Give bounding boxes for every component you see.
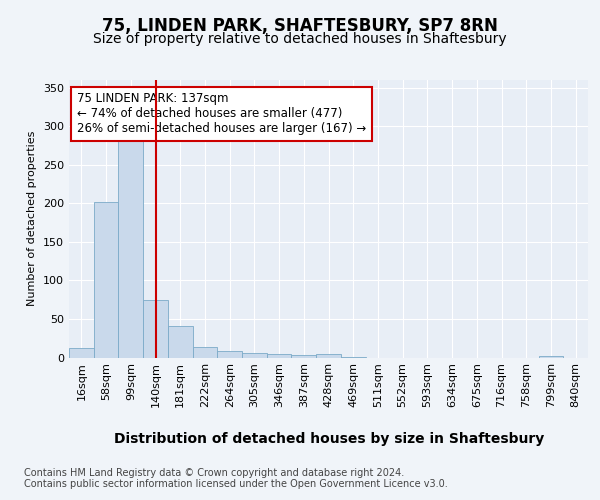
Text: Size of property relative to detached houses in Shaftesbury: Size of property relative to detached ho… [93,32,507,46]
Bar [539,356,563,358]
Text: 75, LINDEN PARK, SHAFTESBURY, SP7 8RN: 75, LINDEN PARK, SHAFTESBURY, SP7 8RN [102,18,498,36]
Bar [143,300,168,358]
Y-axis label: Number of detached properties: Number of detached properties [28,131,37,306]
Bar [94,202,118,358]
Bar [267,354,292,358]
Bar [69,348,94,358]
Bar [242,353,267,358]
Bar [168,326,193,358]
Text: Distribution of detached houses by size in Shaftesbury: Distribution of detached houses by size … [113,432,544,446]
Bar [193,348,217,358]
Bar [292,355,316,358]
Text: Contains HM Land Registry data © Crown copyright and database right 2024.
Contai: Contains HM Land Registry data © Crown c… [24,468,448,489]
Bar [341,356,365,358]
Text: 75 LINDEN PARK: 137sqm
← 74% of detached houses are smaller (477)
26% of semi-de: 75 LINDEN PARK: 137sqm ← 74% of detached… [77,92,366,136]
Bar [316,354,341,358]
Bar [118,140,143,358]
Bar [217,350,242,358]
